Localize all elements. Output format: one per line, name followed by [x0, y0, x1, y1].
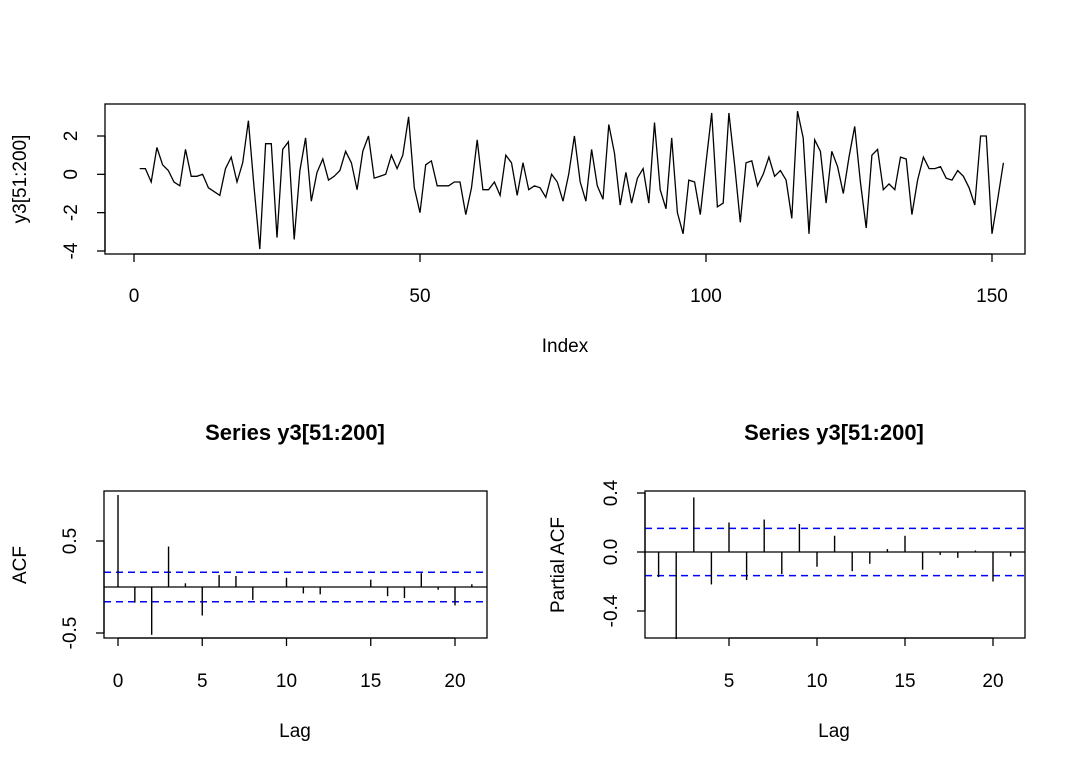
y-axis-ticks: -4 -2 0 2 — [61, 131, 106, 259]
x-axis-ticks: 0 5 10 15 20 — [113, 637, 466, 692]
pacf-bars — [645, 497, 1025, 640]
x-axis-label: Lag — [279, 721, 311, 742]
y-axis-ticks: -0.4 0.0 0.4 — [601, 479, 646, 627]
y-tick-label: 0.5 — [60, 528, 81, 554]
y-tick-label: 2 — [61, 131, 82, 142]
x-tick-label: 5 — [197, 671, 208, 692]
x-tick-label: 150 — [976, 286, 1008, 307]
y-tick-label: -0.4 — [601, 594, 622, 627]
y-tick-label: -0.5 — [60, 617, 81, 650]
x-tick-label: 20 — [444, 671, 465, 692]
y-tick-label: 0 — [61, 169, 82, 180]
plot-frame — [103, 490, 488, 639]
plot-frame — [644, 490, 1026, 639]
x-tick-label: 100 — [690, 286, 722, 307]
y-axis-label: Partial ACF — [548, 517, 569, 613]
acf-bars — [104, 495, 487, 635]
x-tick-label: 15 — [894, 671, 915, 692]
y-tick-label: -2 — [61, 204, 82, 221]
x-tick-label: 20 — [982, 671, 1003, 692]
x-tick-label: 5 — [724, 671, 735, 692]
series-line — [139, 110, 1005, 250]
x-axis-ticks: 5 10 15 20 — [724, 637, 1004, 692]
pacf-title: Series y3[51:200] — [744, 420, 924, 445]
acf-panel: Series y3[51:200] 0 5 10 15 20 -0.5 0.5 Lag A… — [10, 420, 488, 742]
x-tick-label: 0 — [129, 286, 140, 307]
x-tick-label: 10 — [806, 671, 827, 692]
x-axis-label: Index — [542, 336, 589, 357]
y-axis-label: ACF — [10, 546, 31, 584]
y-axis-label: y3[51:200] — [10, 135, 31, 224]
y-tick-label: 0.4 — [601, 479, 622, 506]
y-tick-label: -4 — [61, 242, 82, 259]
pacf-panel: Series y3[51:200] 5 10 15 20 -0.4 0.0 0.4 Lag… — [548, 420, 1026, 742]
time-series-panel: 0 50 100 150 -4 -2 0 2 Index y3[51:200] — [10, 103, 1026, 357]
y-axis-ticks: -0.5 0.5 — [60, 528, 105, 650]
plot-frame — [104, 103, 1026, 255]
x-tick-label: 15 — [360, 671, 381, 692]
x-tick-label: 50 — [409, 286, 430, 307]
x-tick-label: 0 — [113, 671, 124, 692]
acf-title: Series y3[51:200] — [205, 420, 385, 445]
x-tick-label: 10 — [276, 671, 297, 692]
x-axis-ticks: 0 50 100 150 — [129, 253, 1008, 307]
y-tick-label: 0.0 — [601, 539, 622, 565]
x-axis-label: Lag — [818, 721, 850, 742]
